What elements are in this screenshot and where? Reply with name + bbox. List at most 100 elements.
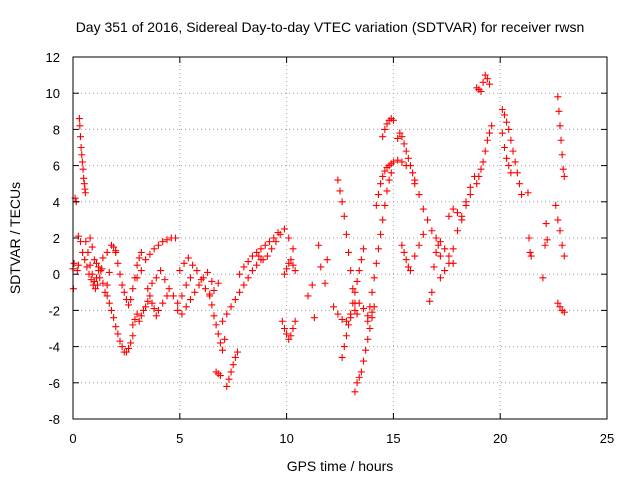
data-point <box>261 241 269 249</box>
data-point <box>543 236 551 244</box>
data-point <box>219 346 227 354</box>
data-point <box>394 156 402 164</box>
data-point <box>76 122 84 130</box>
data-point <box>406 267 414 275</box>
data-point <box>409 169 417 177</box>
data-point <box>191 288 199 296</box>
y-tick-label: 4 <box>53 195 60 210</box>
y-tick-label: 0 <box>53 267 60 282</box>
data-point <box>334 176 342 184</box>
data-point <box>99 279 107 287</box>
data-point <box>377 230 385 238</box>
data-point <box>483 75 491 83</box>
data-point <box>125 301 133 309</box>
data-point <box>347 310 355 318</box>
data-point <box>204 268 212 276</box>
x-tick-label: 10 <box>279 431 293 446</box>
data-point <box>511 158 519 166</box>
data-point <box>240 281 248 289</box>
data-point <box>142 256 150 264</box>
chart-title: Day 351 of 2016, Sidereal Day-to-day VTE… <box>76 19 585 35</box>
data-point <box>505 125 513 133</box>
data-point <box>154 306 162 314</box>
data-point <box>78 158 86 166</box>
data-point <box>142 303 150 311</box>
data-point <box>118 343 126 351</box>
data-point <box>372 201 380 209</box>
data-point <box>216 339 224 347</box>
data-point <box>84 248 92 256</box>
data-point <box>127 296 135 304</box>
data-point <box>351 288 359 296</box>
data-point <box>285 335 293 343</box>
data-point <box>509 147 517 155</box>
data-point <box>374 245 382 253</box>
data-point <box>558 151 566 159</box>
data-point <box>430 263 438 271</box>
data-point <box>172 234 180 242</box>
y-tick-label: -4 <box>48 340 60 355</box>
data-point <box>227 368 235 376</box>
data-point <box>186 274 194 282</box>
data-point <box>214 279 222 287</box>
x-tick-label: 25 <box>600 431 614 446</box>
data-point <box>357 256 365 264</box>
data-point <box>483 136 491 144</box>
data-point <box>357 368 365 376</box>
data-point <box>308 281 316 289</box>
data-point <box>125 344 133 352</box>
data-point <box>137 312 145 320</box>
data-point <box>436 252 444 260</box>
data-point <box>253 261 261 269</box>
data-point <box>345 321 353 329</box>
data-point <box>83 263 91 271</box>
data-point <box>349 299 357 307</box>
data-point <box>426 297 434 305</box>
data-point <box>112 323 120 331</box>
y-tick-label: -6 <box>48 376 60 391</box>
data-point <box>353 277 361 285</box>
data-point <box>214 330 222 338</box>
data-point <box>257 245 265 253</box>
data-point <box>381 167 389 175</box>
data-point <box>473 180 481 188</box>
data-point <box>70 259 78 267</box>
x-tick-label: 5 <box>176 431 183 446</box>
data-point <box>353 310 361 318</box>
data-point <box>133 310 141 318</box>
data-point <box>223 382 231 390</box>
data-point <box>554 299 562 307</box>
data-point <box>379 133 387 141</box>
data-point <box>112 248 120 256</box>
data-point <box>107 306 115 314</box>
data-point <box>481 147 489 155</box>
data-point <box>554 93 562 101</box>
data-point <box>342 332 350 340</box>
data-point <box>527 252 535 260</box>
data-point <box>554 216 562 224</box>
data-point <box>98 265 106 273</box>
data-point <box>387 169 395 177</box>
data-point <box>219 317 227 325</box>
data-point <box>263 252 271 260</box>
data-point <box>338 198 346 206</box>
data-point <box>225 375 233 383</box>
data-point <box>368 288 376 296</box>
data-point <box>347 267 355 275</box>
data-point <box>404 263 412 271</box>
data-point <box>466 191 474 199</box>
data-point <box>146 250 154 258</box>
data-point <box>139 306 147 314</box>
data-point <box>400 140 408 148</box>
data-point <box>289 245 297 253</box>
data-point <box>118 281 126 289</box>
data-point <box>223 310 231 318</box>
y-axis-label: SDTVAR / TECUs <box>7 182 23 294</box>
data-point <box>366 303 374 311</box>
data-point <box>436 274 444 282</box>
data-point <box>77 144 85 151</box>
data-point <box>233 348 241 356</box>
data-point <box>86 234 94 242</box>
data-point <box>419 205 427 213</box>
data-point <box>287 332 295 340</box>
